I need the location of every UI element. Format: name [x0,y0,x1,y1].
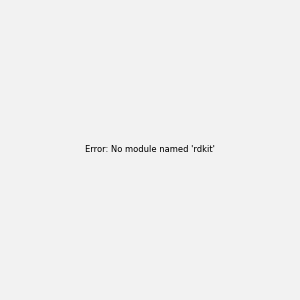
Text: Error: No module named 'rdkit': Error: No module named 'rdkit' [85,146,215,154]
